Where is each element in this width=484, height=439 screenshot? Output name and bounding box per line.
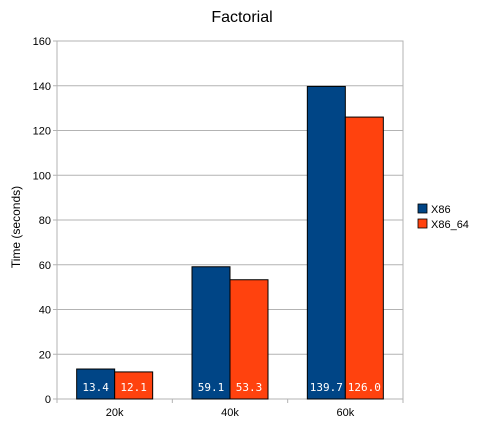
y-tick-label-5: 100 (33, 170, 51, 182)
bar-x86_64-60k (344, 116, 384, 400)
y-tick-label-0: 0 (45, 394, 51, 406)
y-tick-label-2: 40 (39, 305, 51, 317)
data-label-x86_64-20k: 12.1 (120, 381, 147, 394)
data-label-x86_64-60k: 126.0 (348, 381, 381, 394)
data-labels: 13.4 12.1 59.1 53.3 139.7 126.0 (82, 381, 380, 394)
y-tick-label-4: 80 (39, 215, 51, 227)
y-tick-label-3: 60 (39, 260, 51, 272)
y-tick-label-7: 140 (33, 81, 51, 93)
bar-x86-40k (191, 266, 231, 400)
data-label-x86-20k: 13.4 (82, 381, 109, 394)
bar-x86_64-40k (229, 279, 269, 400)
legend: X86 X86_64 (417, 203, 469, 231)
legend-swatch-x86_64 (417, 218, 428, 229)
data-label-x86-40k: 59.1 (198, 381, 225, 394)
bars (76, 85, 384, 400)
x-tick-label-60k: 60k (336, 407, 354, 419)
y-tick-label-8: 160 (33, 36, 51, 48)
y-tick-label-6: 120 (33, 126, 51, 138)
bar-x86-60k (306, 85, 346, 400)
x-tick-label-20k: 20k (106, 407, 124, 419)
legend-label-x86_64: X86_64 (431, 219, 469, 231)
ticks: 0 20 40 60 80 100 120 140 160 20k 40k 60k (33, 36, 404, 419)
legend-swatch-x86 (417, 203, 428, 214)
y-axis-label: Time (seconds) (9, 186, 23, 268)
data-label-x86_64-40k: 53.3 (236, 381, 263, 394)
chart-title: Factorial (211, 9, 272, 26)
bar-x86_64-20k (114, 371, 154, 400)
x-tick-label-40k: 40k (221, 407, 239, 419)
data-label-x86-60k: 139.7 (310, 381, 343, 394)
y-tick-label-1: 20 (39, 349, 51, 361)
legend-label-x86: X86 (431, 204, 451, 216)
